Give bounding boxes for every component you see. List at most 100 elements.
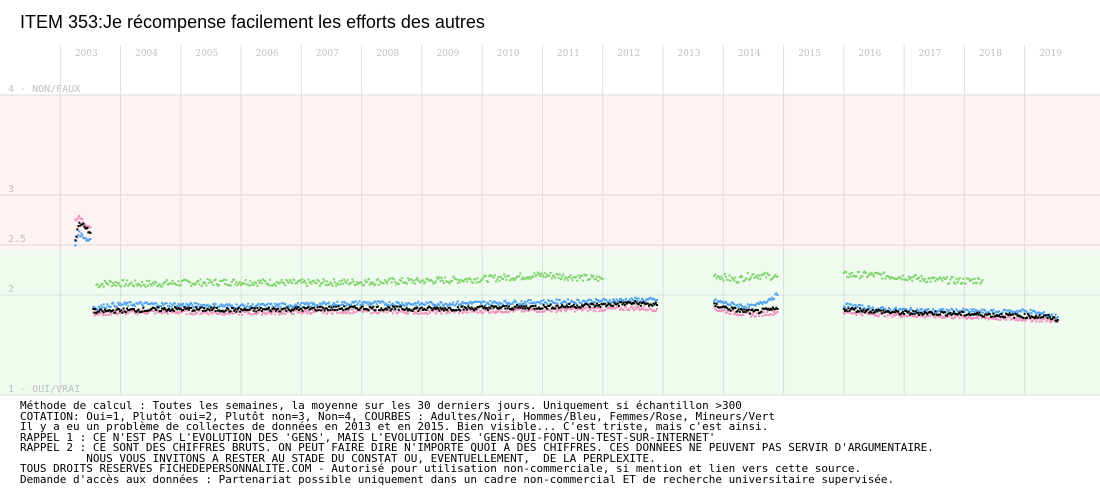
data-point-hommes xyxy=(521,302,524,305)
data-point-hommes xyxy=(847,305,850,308)
data-point-adultes xyxy=(468,306,471,309)
data-point-hommes xyxy=(607,301,610,304)
data-point-hommes xyxy=(889,308,892,311)
data-point-hommes xyxy=(100,304,103,307)
data-point-femmes xyxy=(734,311,737,314)
data-point-femmes xyxy=(727,309,730,312)
data-point-hommes xyxy=(1019,309,1022,312)
data-point-hommes xyxy=(143,302,146,305)
data-point-hommes xyxy=(775,292,778,295)
data-point-femmes xyxy=(249,313,252,316)
data-point-adultes xyxy=(314,308,317,311)
data-point-hommes xyxy=(1055,317,1058,320)
data-point-femmes xyxy=(384,309,387,312)
data-point-adultes xyxy=(360,305,363,308)
data-point-mineurs xyxy=(963,282,966,285)
data-point-mineurs xyxy=(863,270,866,273)
data-point-mineurs xyxy=(141,281,144,284)
data-point-femmes xyxy=(266,311,269,314)
note-line: COTATION: Oui=1, Plutôt oui=2, Plutôt no… xyxy=(20,409,775,423)
data-point-hommes xyxy=(128,301,131,304)
data-point-femmes xyxy=(307,309,310,312)
data-point-femmes xyxy=(517,308,520,311)
data-point-adultes xyxy=(121,311,124,314)
data-point-femmes xyxy=(157,309,160,312)
data-point-adultes xyxy=(572,303,575,306)
data-point-hommes xyxy=(453,304,456,307)
data-point-mineurs xyxy=(466,280,469,283)
data-point-femmes xyxy=(347,309,350,312)
data-point-femmes xyxy=(854,312,857,315)
data-point-hommes xyxy=(221,305,224,308)
data-point-adultes xyxy=(524,307,527,310)
data-point-adultes xyxy=(422,308,425,311)
data-point-mineurs xyxy=(226,283,229,286)
data-point-adultes xyxy=(923,311,926,314)
data-point-hommes xyxy=(252,306,255,309)
data-point-hommes xyxy=(842,305,845,308)
data-point-adultes xyxy=(303,307,306,310)
data-point-femmes xyxy=(386,311,389,314)
data-point-hommes xyxy=(993,312,996,315)
data-point-femmes xyxy=(908,314,911,317)
data-point-hommes xyxy=(986,311,989,314)
data-point-femmes xyxy=(281,312,284,315)
data-point-adultes xyxy=(639,304,642,307)
data-point-femmes xyxy=(456,309,459,312)
data-point-adultes xyxy=(716,305,719,308)
data-point-hommes xyxy=(987,310,990,313)
data-point-adultes xyxy=(117,308,120,311)
data-point-adultes xyxy=(168,307,171,310)
data-point-hommes xyxy=(197,302,200,305)
data-point-hommes xyxy=(867,305,870,308)
data-point-mineurs xyxy=(362,284,365,287)
data-point-femmes xyxy=(493,311,496,314)
data-point-hommes xyxy=(99,307,102,310)
data-point-adultes xyxy=(136,309,139,312)
data-point-adultes xyxy=(445,308,448,311)
data-point-adultes xyxy=(434,308,437,311)
data-point-adultes xyxy=(747,308,750,311)
data-point-mineurs xyxy=(868,272,871,275)
data-point-femmes xyxy=(223,313,226,316)
data-point-adultes xyxy=(78,221,81,224)
data-point-hommes xyxy=(307,303,310,306)
data-point-femmes xyxy=(380,309,383,312)
data-point-mineurs xyxy=(456,281,459,284)
data-point-adultes xyxy=(609,304,612,307)
data-point-hommes xyxy=(599,299,602,302)
data-point-adultes xyxy=(460,305,463,308)
data-point-mineurs xyxy=(597,280,600,283)
data-point-femmes xyxy=(352,309,355,312)
data-point-mineurs xyxy=(483,274,486,277)
data-point-hommes xyxy=(968,310,971,313)
data-point-hommes xyxy=(251,303,254,306)
data-point-femmes xyxy=(231,312,234,315)
data-point-femmes xyxy=(236,310,239,313)
data-point-adultes xyxy=(566,306,569,309)
data-point-hommes xyxy=(576,298,579,301)
data-point-mineurs xyxy=(739,274,742,277)
data-point-adultes xyxy=(452,309,455,312)
data-point-hommes xyxy=(983,308,986,311)
data-point-femmes xyxy=(420,312,423,315)
data-point-mineurs xyxy=(471,281,474,284)
data-point-mineurs xyxy=(127,284,130,287)
data-point-mineurs xyxy=(342,282,345,285)
data-point-femmes xyxy=(199,313,202,316)
data-point-mineurs xyxy=(247,283,250,286)
data-point-mineurs xyxy=(412,279,415,282)
data-point-hommes xyxy=(491,301,494,304)
data-point-adultes xyxy=(316,306,319,309)
data-point-hommes xyxy=(876,308,879,311)
data-point-femmes xyxy=(919,314,922,317)
data-point-adultes xyxy=(492,306,495,309)
data-point-adultes xyxy=(544,306,547,309)
data-point-adultes xyxy=(411,310,414,313)
data-point-adultes xyxy=(864,310,867,313)
data-point-mineurs xyxy=(972,282,975,285)
data-point-adultes xyxy=(446,309,449,312)
data-point-femmes xyxy=(644,308,647,311)
data-point-femmes xyxy=(774,312,777,315)
data-point-adultes xyxy=(729,309,732,312)
